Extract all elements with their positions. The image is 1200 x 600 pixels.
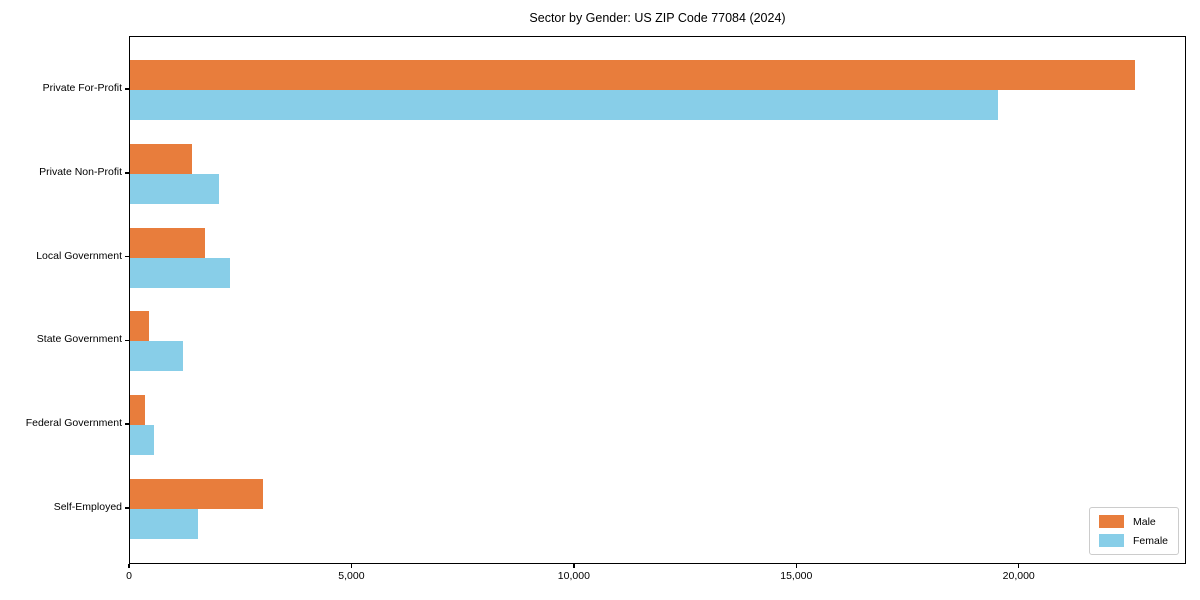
legend-label-male: Male [1132, 515, 1156, 528]
x-tick-mark [128, 564, 130, 568]
bar-male-private-non-profit [130, 143, 193, 174]
legend-item-female: Female [1098, 534, 1168, 547]
y-tick-mark [124, 507, 129, 509]
bar-female-private-non-profit [130, 173, 219, 204]
bar-male-federal-government [130, 395, 145, 426]
x-tick-label: 20,000 [1002, 570, 1035, 582]
chart-title: Sector by Gender: US ZIP Code 77084 (202… [529, 11, 786, 25]
y-tick-label: State Government [36, 333, 122, 346]
male-color-swatch [1098, 515, 1124, 528]
y-tick-label: Private Non-Profit [39, 165, 122, 178]
x-tick-mark [795, 564, 798, 568]
legend-label-female: Female [1132, 534, 1168, 547]
x-tick-label: 15,000 [780, 570, 813, 582]
y-tick-label: Private For-Profit [42, 82, 122, 94]
x-tick-label: 10,000 [557, 570, 590, 582]
y-tick-mark [124, 88, 129, 90]
bar-male-local-government [130, 227, 205, 258]
y-tick-label: Local Government [36, 249, 122, 262]
x-tick-label: 5,000 [338, 570, 365, 582]
bar-female-state-government [130, 341, 184, 372]
bar-female-local-government [130, 257, 231, 288]
y-tick-label: Self-Employed [53, 501, 122, 513]
bar-female-self-employed [130, 509, 199, 539]
x-tick-mark [573, 564, 575, 568]
x-tick-mark [1017, 564, 1020, 568]
plot-area: Male Female [129, 36, 1186, 564]
y-tick-label: Federal Government [25, 417, 122, 430]
y-tick-mark [124, 339, 129, 342]
legend: Male Female [1088, 507, 1179, 555]
legend-item-male: Male [1098, 515, 1168, 528]
bar-male-private-for-profit [130, 60, 1136, 90]
bar-male-state-government [130, 311, 149, 342]
female-color-swatch [1098, 534, 1124, 547]
bar-male-self-employed [130, 479, 263, 509]
x-tick-mark [350, 564, 353, 568]
bar-female-federal-government [130, 425, 154, 456]
y-tick-mark [124, 172, 129, 174]
x-tick-label: 0 [126, 570, 132, 582]
y-tick-mark [124, 423, 129, 425]
bar-female-private-for-profit [130, 90, 998, 120]
y-tick-mark [124, 255, 129, 258]
